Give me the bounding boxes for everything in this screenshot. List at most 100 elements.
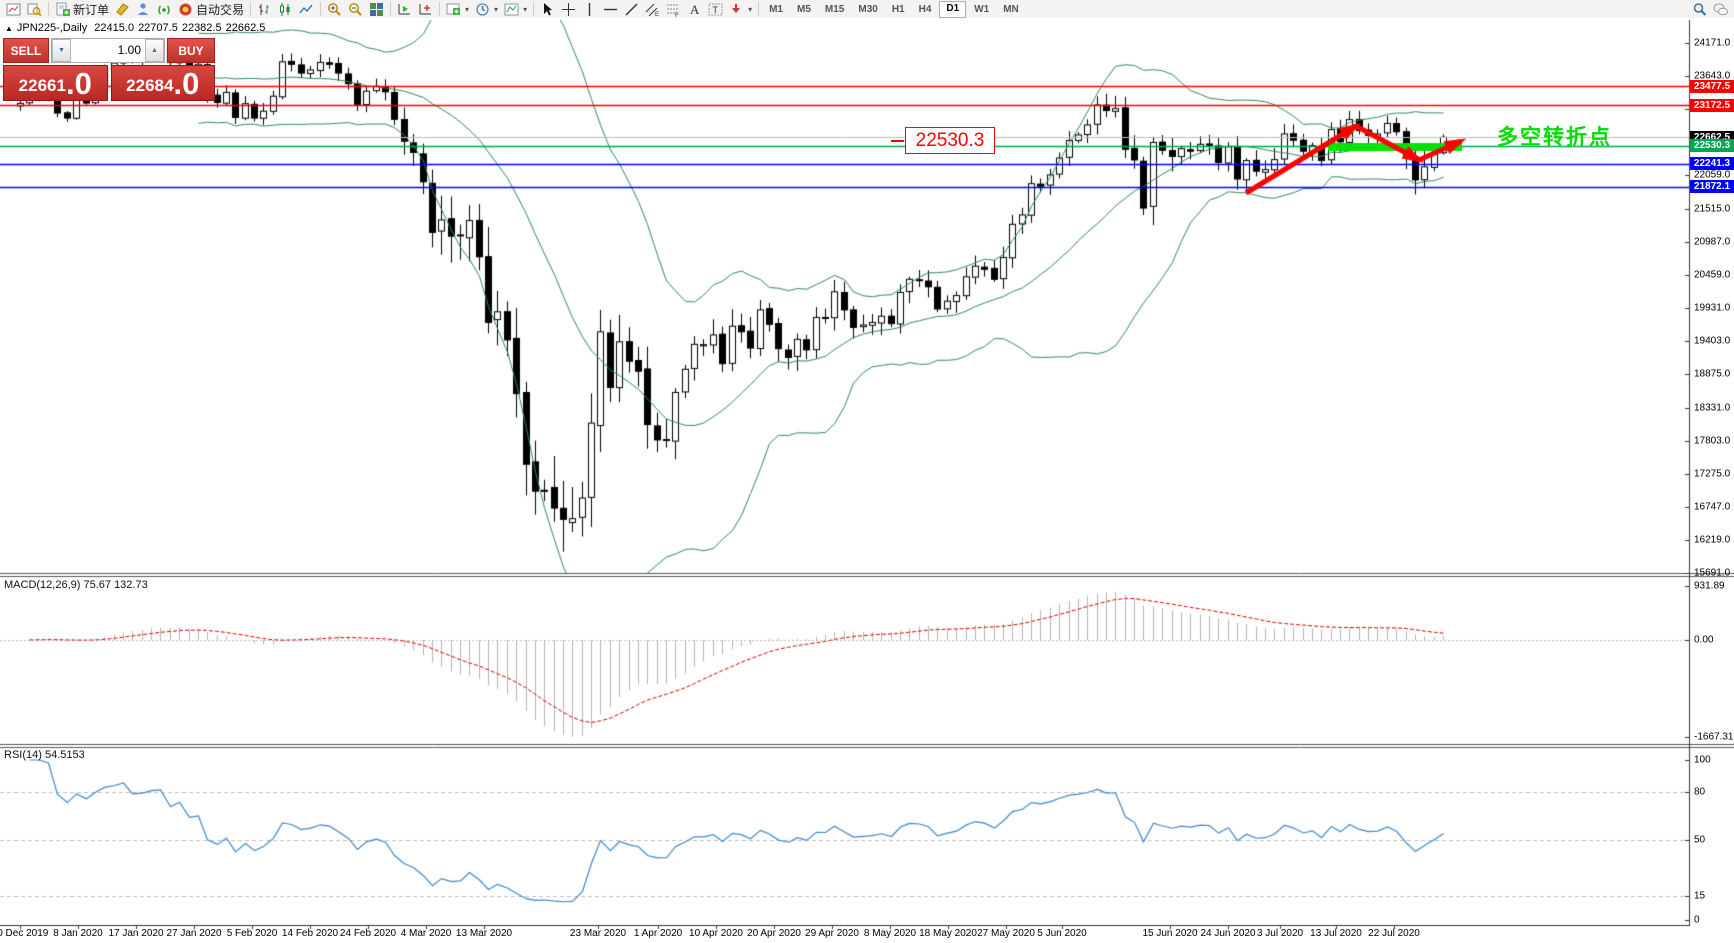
symbol-period-label: JPN225-,Daily (16, 22, 88, 34)
chart-title: ▲ JPN225-,Daily 22415.0 22707.5 22382.5 2266… (5, 22, 269, 34)
crosshair-icon[interactable] (558, 1, 579, 18)
trendline-icon[interactable] (621, 1, 642, 18)
timeframe-mn-button[interactable]: MN (1003, 3, 1019, 15)
date-label: 3 Jul 2020 (1256, 928, 1304, 939)
toolbar: 新订单 自动交易 ▾ ▾ ▾ E F A T ▾ M1 M5 M15 M30 H1 H4 D1 W1 MN (0, 0, 1734, 19)
timeframe-w1-button[interactable]: W1 (974, 3, 990, 15)
zoom-out-icon[interactable] (345, 1, 366, 18)
date-label: 24 Jun 2020 (1200, 928, 1256, 939)
date-label: 18 May 2020 (919, 928, 977, 939)
sell-price-button[interactable]: 22661.0 (3, 65, 108, 101)
timeframe-h4-button[interactable]: H4 (918, 3, 932, 15)
date-label: 14 Feb 2020 (281, 928, 339, 939)
macd-tick-label: -1667.31 (1694, 731, 1734, 743)
close-value: 22662.5 (225, 22, 266, 34)
price-tick-label: 18875.0 (1694, 368, 1731, 380)
tile-windows-icon[interactable] (366, 1, 387, 18)
volume-up-button[interactable]: ▲ (145, 39, 164, 62)
equidistant-channel-icon[interactable]: E (642, 1, 663, 18)
open-value: 22415.0 (94, 22, 135, 34)
price-tick-label: 20987.0 (1694, 236, 1731, 248)
metaeditor-icon[interactable] (112, 1, 133, 18)
svg-text:E: E (655, 12, 659, 17)
price-tick-label: 18331.0 (1694, 402, 1731, 414)
volume-input[interactable]: 1.00 (117, 43, 141, 57)
date-label: 4 Mar 2020 (400, 928, 452, 939)
price-tag-annotation: 22530.3 (891, 127, 995, 154)
price-tick-label: 19403.0 (1694, 335, 1731, 347)
price-tick-label: 15691.0 (1694, 567, 1731, 579)
zoom-in-icon[interactable] (324, 1, 345, 18)
charts-window-icon[interactable] (3, 1, 24, 18)
date-label: 30 Dec 2019 (0, 928, 49, 939)
expert-advisors-icon[interactable] (133, 1, 154, 18)
date-label: 5 Feb 2020 (226, 928, 278, 939)
svg-text:F: F (675, 13, 679, 17)
date-label: 17 Jan 2020 (108, 928, 164, 939)
horizontal-line-icon[interactable] (600, 1, 621, 18)
date-label: 8 Jan 2020 (53, 928, 103, 939)
date-label: 15 Jun 2020 (1142, 928, 1198, 939)
price-tick-label: 16219.0 (1694, 534, 1731, 546)
toolbar-separator (48, 2, 49, 16)
autotrading-button[interactable]: 自动交易 (175, 1, 247, 18)
arrows-icon[interactable]: ▾ (726, 1, 755, 18)
signals-icon[interactable] (154, 1, 175, 18)
fibonacci-icon[interactable]: F (663, 1, 684, 18)
price-tick-label: 24171.0 (1694, 37, 1731, 49)
buy-button[interactable]: BUY (167, 38, 215, 63)
toolbar-right (1689, 1, 1731, 18)
rsi-label: RSI(14) 54.5153 (4, 749, 85, 761)
timeframe-m5-button[interactable]: M5 (797, 3, 811, 15)
toolbar-separator (439, 2, 441, 16)
price-tick-label: 22059.0 (1694, 169, 1731, 181)
line-chart-icon[interactable] (296, 1, 317, 18)
text-label-icon[interactable]: T (705, 1, 726, 18)
auto-scroll-icon[interactable] (394, 1, 415, 18)
volume-down-button[interactable]: ▼ (52, 39, 71, 62)
periods-icon[interactable]: ▾ (472, 1, 501, 18)
timeframe-m15-button[interactable]: M15 (824, 3, 845, 15)
rsi-tick-label: 0 (1694, 914, 1700, 926)
date-label: 13 Mar 2020 (455, 928, 513, 939)
macd-label: MACD(12,26,9) 75.67 132.73 (4, 579, 148, 591)
toolbar-separator (250, 2, 252, 16)
toolbar-separator (390, 2, 392, 16)
chat-icon[interactable] (1710, 1, 1731, 18)
timeframe-m30-button[interactable]: M30 (858, 3, 878, 15)
timeframe-d1-button[interactable]: D1 (939, 0, 967, 18)
vertical-line-icon[interactable] (579, 1, 600, 18)
bar-chart-icon[interactable] (254, 1, 275, 18)
date-label: 8 May 2020 (863, 928, 917, 939)
toolbar-separator (320, 2, 322, 16)
indicators-icon[interactable]: ▾ (443, 1, 472, 18)
buy-price-button[interactable]: 22684.0 (110, 65, 215, 101)
cursor-icon[interactable] (537, 1, 558, 18)
date-label: 24 Feb 2020 (339, 928, 397, 939)
timeframe-h1-button[interactable]: H1 (891, 3, 905, 15)
date-label: 27 May 2020 (977, 928, 1035, 939)
sell-button[interactable]: SELL (3, 38, 49, 63)
price-tick-label: 21515.0 (1694, 203, 1731, 215)
candlestick-chart-icon[interactable] (275, 1, 296, 18)
date-label: 10 Apr 2020 (689, 928, 743, 939)
new-order-button[interactable]: 新订单 (52, 1, 112, 18)
timeframe-m1-button[interactable]: M1 (769, 3, 783, 15)
templates-icon[interactable]: ▾ (501, 1, 530, 18)
buy-price-pips: .0 (173, 66, 200, 101)
price-tick-label: 19931.0 (1694, 302, 1731, 314)
date-label: 5 Jun 2020 (1037, 928, 1087, 939)
chart-shift-icon[interactable] (415, 1, 436, 18)
date-label: 22 Jul 2020 (1368, 928, 1420, 939)
text-icon[interactable]: A (684, 1, 705, 18)
date-label: 20 Apr 2020 (747, 928, 801, 939)
price-level-label: 22241.3 (1690, 157, 1734, 171)
pivot-point-annotation: 多空转折点 (1497, 126, 1612, 149)
volume-control: ▼ 1.00 ▲ (51, 38, 165, 63)
date-label: 29 Apr 2020 (805, 928, 859, 939)
chart-canvas[interactable] (0, 18, 1734, 943)
search-icon[interactable] (1689, 1, 1710, 18)
date-label: 23 Mar 2020 (569, 928, 627, 939)
data-window-icon[interactable] (24, 1, 45, 18)
